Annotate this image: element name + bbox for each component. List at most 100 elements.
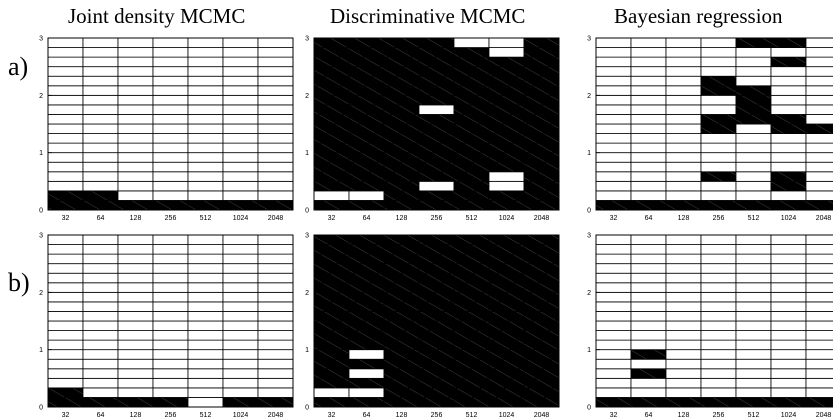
heatmap-cell	[418, 368, 455, 379]
x-tick-label: 256	[713, 215, 725, 222]
heatmap-cell	[187, 133, 224, 144]
heatmap-cell	[735, 282, 772, 293]
heatmap-cell	[735, 85, 772, 96]
heatmap-cell	[770, 142, 807, 154]
heatmap-cell	[418, 397, 455, 408]
heatmap-panel: 0 1 2 3 32 64 128 256 512 1024 2048	[305, 233, 560, 419]
heatmap-cell	[418, 123, 455, 134]
heatmap-cell	[523, 330, 560, 341]
heatmap-cell	[47, 349, 84, 360]
heatmap-cell	[523, 37, 560, 48]
heatmap-cell	[383, 161, 420, 173]
heatmap-cell	[222, 190, 259, 201]
heatmap-cell	[257, 200, 294, 211]
heatmap-cell	[348, 349, 385, 360]
heatmap-cell	[82, 272, 119, 284]
heatmap-cell	[117, 330, 154, 341]
heatmap-cell	[735, 56, 772, 68]
x-tick-label: 256	[431, 412, 443, 419]
heatmap-cell	[117, 114, 154, 125]
heatmap-cell	[47, 47, 84, 58]
x-tick-label: 128	[396, 215, 408, 222]
heatmap-cell	[595, 244, 632, 255]
y-tick-label: 2	[305, 290, 309, 297]
heatmap-cell	[383, 142, 420, 154]
heatmap-cell	[152, 123, 189, 134]
heatmap-cell	[348, 123, 385, 134]
heatmap-cell	[222, 387, 259, 398]
heatmap-cell	[383, 311, 420, 322]
heatmap-cell	[47, 272, 84, 284]
heatmap-cell	[117, 368, 154, 379]
heatmap-cell	[47, 133, 84, 144]
heatmap-cell	[665, 94, 702, 106]
heatmap-cell	[418, 37, 455, 48]
heatmap-cell	[735, 311, 772, 322]
heatmap-cell	[805, 47, 833, 58]
heatmap-cell	[383, 339, 420, 351]
heatmap-cell	[348, 104, 385, 115]
heatmap-cell	[117, 133, 154, 144]
heatmap-cell	[595, 272, 632, 284]
heatmap-cell	[700, 282, 737, 293]
heatmap-cell	[805, 161, 833, 173]
heatmap-cell	[453, 123, 490, 134]
heatmap-cell	[665, 123, 702, 134]
heatmap-cell	[152, 171, 189, 182]
heatmap-cell	[117, 253, 154, 265]
heatmap-cell	[348, 85, 385, 96]
heatmap-cell	[348, 397, 385, 408]
heatmap-cell	[222, 75, 259, 87]
heatmap-cell	[735, 291, 772, 303]
heatmap-cell	[488, 253, 525, 265]
heatmap-cell	[488, 263, 525, 274]
heatmap-cell	[383, 190, 420, 201]
heatmap-cell	[348, 190, 385, 201]
heatmap-cell	[222, 301, 259, 312]
x-tick-label: 128	[396, 412, 408, 419]
heatmap-cell	[770, 190, 807, 201]
heatmap-cell	[383, 75, 420, 87]
heatmap-cell	[453, 171, 490, 182]
heatmap-cell	[453, 180, 490, 192]
x-tick-label: 32	[610, 412, 618, 419]
heatmap-cell	[523, 387, 560, 398]
heatmap-cell	[47, 200, 84, 211]
heatmap-cell	[187, 349, 224, 360]
heatmap-cell	[805, 244, 833, 255]
heatmap-cell	[313, 377, 350, 389]
heatmap-cell	[488, 75, 525, 87]
heatmap-cell	[222, 161, 259, 173]
heatmap-cell	[523, 85, 560, 96]
heatmap-cell	[117, 85, 154, 96]
x-tick-label: 128	[678, 412, 690, 419]
heatmap-cell	[47, 282, 84, 293]
heatmap-cell	[630, 75, 667, 87]
heatmap-cell	[523, 368, 560, 379]
heatmap-cell	[348, 263, 385, 274]
heatmap-cell	[805, 56, 833, 68]
heatmap-cell	[630, 339, 667, 351]
heatmap-cell	[257, 171, 294, 182]
heatmap-cell	[117, 244, 154, 255]
heatmap-cell	[152, 94, 189, 106]
y-tick-label: 0	[587, 208, 591, 215]
heatmap-cell	[453, 142, 490, 154]
heatmap-cell	[47, 104, 84, 115]
heatmap-cell	[47, 56, 84, 68]
heatmap-cell	[665, 190, 702, 201]
heatmap-cell	[152, 301, 189, 312]
y-tick-label: 1	[305, 150, 309, 157]
x-tick-label: 512	[748, 412, 760, 419]
heatmap-cell	[418, 301, 455, 312]
heatmap-cell	[523, 244, 560, 255]
heatmap-cell	[117, 104, 154, 115]
heatmap-cell	[257, 377, 294, 389]
heatmap-cell	[257, 85, 294, 96]
heatmap-cell	[770, 320, 807, 331]
heatmap-cell	[700, 291, 737, 303]
heatmap-cell	[700, 349, 737, 360]
heatmap-cell	[735, 377, 772, 389]
heatmap-cell	[117, 200, 154, 211]
heatmap-cell	[665, 397, 702, 408]
